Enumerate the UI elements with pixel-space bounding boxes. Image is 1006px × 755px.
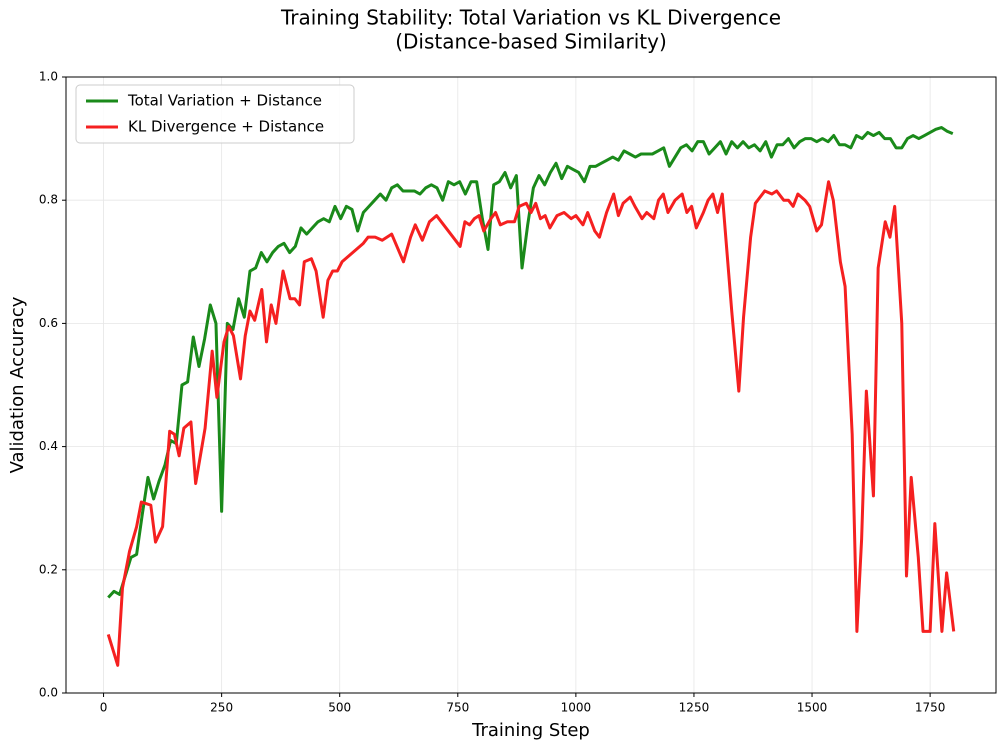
x-tick-label: 250 [210, 701, 233, 715]
y-tick-label: 0.8 [39, 193, 58, 207]
line-series [107, 126, 954, 599]
x-tick-label: 1250 [679, 701, 710, 715]
legend-label: KL Divergence + Distance [128, 118, 324, 136]
plot-frame [65, 76, 997, 694]
legend-label: Total Variation + Distance [127, 92, 322, 110]
line-series [106, 180, 956, 667]
chart-title: (Distance-based Similarity) [395, 30, 667, 54]
y-tick-label: 0.6 [39, 316, 58, 330]
y-tick-label: 1.0 [39, 70, 58, 84]
y-axis-label: Validation Accuracy [7, 296, 28, 473]
x-tick-label: 500 [328, 701, 351, 715]
x-tick-label: 750 [446, 701, 469, 715]
y-tick-label: 0.0 [39, 686, 58, 700]
legend-box [75, 84, 355, 144]
x-axis-label: Training Step [471, 720, 590, 741]
y-tick-label: 0.4 [39, 439, 58, 453]
x-tick-label: 1750 [915, 701, 946, 715]
chart-title: Training Stability: Total Variation vs K… [280, 6, 781, 30]
x-tick-label: 1500 [797, 701, 828, 715]
x-tick-label: 0 [100, 701, 108, 715]
x-tick-label: 1000 [561, 701, 592, 715]
y-tick-label: 0.2 [39, 562, 58, 576]
